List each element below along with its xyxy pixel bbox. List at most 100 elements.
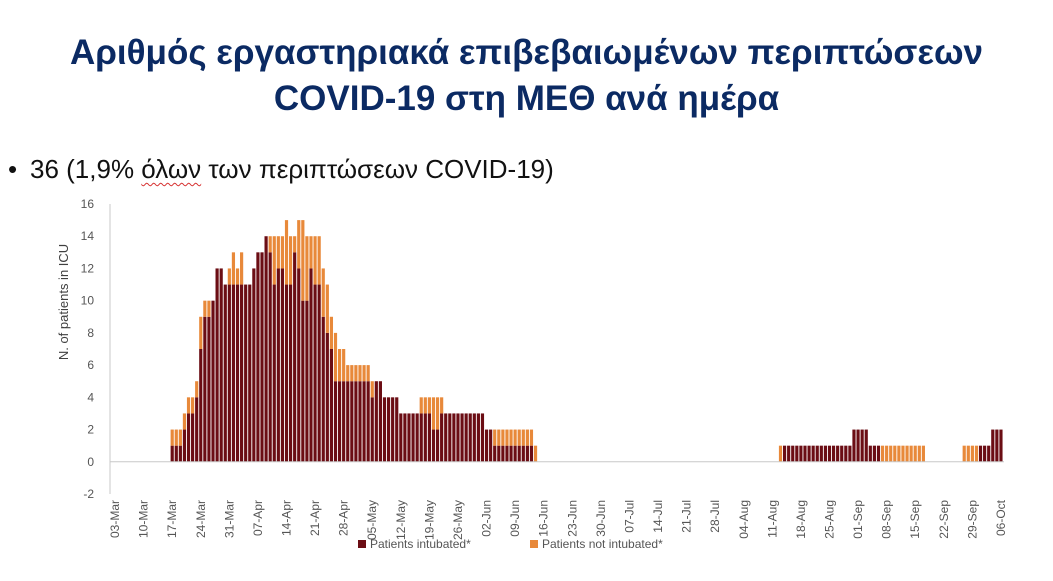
x-tick-label: 05-May bbox=[365, 500, 379, 540]
bar-not-intubated bbox=[301, 220, 305, 301]
x-tick-label: 21-Apr bbox=[308, 500, 322, 536]
x-tick-label: 24-Mar bbox=[194, 500, 208, 538]
bar-intubated bbox=[876, 445, 881, 462]
bar-not-intubated bbox=[917, 445, 921, 462]
title-line-2: COVID-19 στη ΜΕΘ ανά ημέρα bbox=[273, 79, 780, 118]
x-tick-label: 16-Jun bbox=[537, 500, 551, 537]
bar-intubated bbox=[856, 429, 860, 462]
x-tick-label: 07-Jul bbox=[622, 500, 636, 533]
bar-not-intubated bbox=[366, 365, 370, 382]
bar-not-intubated bbox=[195, 381, 199, 398]
bar-intubated bbox=[321, 316, 325, 462]
bar-intubated bbox=[219, 268, 223, 462]
bar-not-intubated bbox=[921, 445, 925, 462]
bar-intubated bbox=[480, 413, 485, 462]
bar-intubated bbox=[362, 381, 366, 462]
bar-not-intubated bbox=[427, 397, 431, 414]
bar-not-intubated bbox=[305, 236, 309, 301]
bar-intubated bbox=[407, 413, 411, 462]
bar-intubated bbox=[191, 413, 195, 462]
bar-intubated bbox=[795, 445, 799, 462]
bar-intubated bbox=[215, 268, 219, 462]
bar-not-intubated bbox=[533, 445, 538, 462]
bars bbox=[170, 220, 1003, 462]
bar-intubated bbox=[525, 445, 529, 462]
y-tick-label: 12 bbox=[81, 261, 95, 275]
bar-not-intubated bbox=[231, 252, 236, 285]
x-tick-label: 31-Mar bbox=[222, 500, 236, 538]
bar-not-intubated bbox=[321, 268, 325, 317]
y-tick-label: 6 bbox=[87, 358, 94, 372]
bar-intubated bbox=[244, 284, 248, 462]
bar-intubated bbox=[423, 413, 427, 462]
bar-intubated bbox=[476, 413, 480, 462]
x-tick-label: 12-May bbox=[394, 500, 408, 540]
bar-intubated bbox=[448, 413, 452, 462]
bar-not-intubated bbox=[199, 316, 203, 349]
bar-intubated bbox=[178, 445, 182, 462]
bar-not-intubated bbox=[970, 445, 974, 462]
bar-intubated bbox=[517, 445, 521, 462]
bar-intubated bbox=[787, 445, 791, 462]
slide-title: Αριθμός εργαστηριακά επιβεβαιωμένων περι… bbox=[0, 30, 1053, 122]
x-tick-label: 02-Jun bbox=[480, 500, 494, 537]
y-tick-label: 14 bbox=[81, 229, 95, 243]
bullet-suffix: των περιπτώσεων COVID-19) bbox=[201, 154, 554, 184]
bar-not-intubated bbox=[362, 365, 366, 382]
bar-intubated bbox=[509, 445, 513, 462]
bar-intubated bbox=[468, 413, 472, 462]
bar-intubated bbox=[987, 445, 991, 462]
bar-intubated bbox=[391, 397, 395, 462]
bar-intubated bbox=[395, 397, 399, 462]
bar-not-intubated bbox=[325, 284, 329, 333]
bullet-dot: • bbox=[8, 154, 18, 184]
bar-intubated bbox=[317, 284, 321, 462]
bar-intubated bbox=[346, 381, 350, 462]
bar-not-intubated bbox=[182, 413, 187, 430]
bar-not-intubated bbox=[505, 429, 509, 446]
bar-not-intubated bbox=[227, 268, 231, 285]
bar-intubated bbox=[309, 268, 313, 462]
bar-not-intubated bbox=[342, 349, 346, 382]
bar-intubated bbox=[199, 349, 203, 462]
bar-intubated bbox=[268, 252, 272, 462]
bar-not-intubated bbox=[235, 268, 240, 285]
bar-not-intubated bbox=[517, 429, 521, 446]
bar-intubated bbox=[276, 268, 280, 462]
bar-intubated bbox=[823, 445, 827, 462]
x-tick-label: 07-Apr bbox=[251, 500, 265, 536]
bar-intubated bbox=[333, 381, 338, 462]
bar-intubated bbox=[329, 349, 334, 462]
bar-not-intubated bbox=[289, 236, 293, 285]
bar-intubated bbox=[235, 284, 240, 462]
bar-not-intubated bbox=[435, 397, 440, 430]
bar-intubated bbox=[505, 445, 509, 462]
x-tick-label: 23-Jun bbox=[565, 500, 579, 537]
bar-intubated bbox=[301, 300, 305, 462]
bar-intubated bbox=[305, 300, 309, 462]
bar-not-intubated bbox=[440, 397, 444, 414]
bar-intubated bbox=[382, 397, 387, 462]
bar-intubated bbox=[342, 381, 346, 462]
x-tick-label: 03-Mar bbox=[108, 500, 122, 538]
bar-intubated bbox=[289, 284, 293, 462]
bar-intubated bbox=[313, 284, 317, 462]
x-tick-label: 28-Apr bbox=[337, 500, 351, 536]
bar-not-intubated bbox=[529, 429, 534, 446]
legend: Patients intubated* Patients not intubat… bbox=[358, 537, 663, 551]
x-tick-label: 04-Aug bbox=[737, 500, 751, 539]
bar-not-intubated bbox=[191, 397, 195, 414]
bar-intubated bbox=[350, 381, 354, 462]
legend-label-intubated: Patients intubated* bbox=[370, 537, 471, 551]
bar-intubated bbox=[493, 445, 497, 462]
bar-not-intubated bbox=[174, 429, 178, 446]
bar-not-intubated bbox=[913, 445, 917, 462]
bar-intubated bbox=[256, 252, 260, 462]
bar-intubated bbox=[991, 429, 995, 462]
bar-intubated bbox=[501, 445, 505, 462]
x-tick-label: 22-Sep bbox=[937, 500, 951, 539]
bar-intubated bbox=[370, 397, 374, 462]
bar-intubated bbox=[403, 413, 407, 462]
bar-intubated bbox=[497, 445, 501, 462]
bar-intubated bbox=[452, 413, 456, 462]
